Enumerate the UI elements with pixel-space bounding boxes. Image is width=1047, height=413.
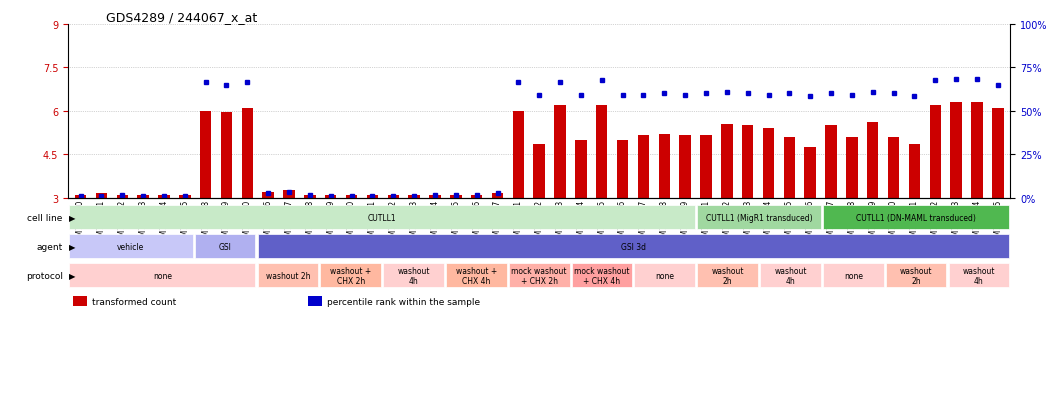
Bar [116,195,128,198]
Text: washout
4h: washout 4h [397,266,430,285]
FancyBboxPatch shape [823,206,1009,230]
FancyBboxPatch shape [949,263,1009,288]
Text: washout +
CHX 4h: washout + CHX 4h [455,266,497,285]
Bar [284,191,295,198]
Bar [972,103,983,198]
FancyBboxPatch shape [509,263,570,288]
FancyBboxPatch shape [69,263,255,288]
Text: CUTLL1 (DN-MAML transduced): CUTLL1 (DN-MAML transduced) [856,214,976,222]
Bar [742,126,754,198]
Text: washout +
CHX 2h: washout + CHX 2h [330,266,372,285]
FancyBboxPatch shape [886,263,946,288]
Bar [513,112,525,198]
Bar [700,136,712,198]
Text: none: none [153,271,172,280]
Bar [617,140,628,198]
Text: washout
2h: washout 2h [711,266,744,285]
Bar [492,194,504,198]
Text: ▶: ▶ [69,242,75,251]
Text: none: none [844,271,863,280]
Bar [596,106,607,198]
Text: CUTLL1 (MigR1 transduced): CUTLL1 (MigR1 transduced) [706,214,812,222]
FancyBboxPatch shape [634,263,695,288]
Text: washout 2h: washout 2h [266,271,310,280]
Text: washout
4h: washout 4h [774,266,807,285]
Bar [534,145,544,198]
FancyBboxPatch shape [383,263,444,288]
Text: none: none [655,271,674,280]
Bar [763,129,775,198]
Bar [888,138,899,198]
Bar [325,195,336,198]
FancyBboxPatch shape [69,235,193,259]
Bar [575,140,586,198]
FancyBboxPatch shape [697,206,821,230]
Text: ▶: ▶ [69,214,75,222]
Bar [867,123,878,198]
Bar [804,148,816,198]
Bar [721,125,733,198]
Bar [242,109,253,198]
Text: GSI: GSI [219,242,231,251]
FancyBboxPatch shape [572,263,632,288]
Text: GDS4289 / 244067_x_at: GDS4289 / 244067_x_at [106,11,257,24]
Bar [429,195,441,198]
Bar [95,194,107,198]
FancyBboxPatch shape [823,263,884,288]
Bar [825,126,837,198]
Bar [408,195,420,198]
Bar [263,192,274,198]
Bar [951,103,962,198]
Text: washout
2h: washout 2h [899,266,933,285]
Bar [909,145,920,198]
Text: mock washout
+ CHX 2h: mock washout + CHX 2h [511,266,567,285]
Text: vehicle: vehicle [117,242,144,251]
Text: CUTLL1: CUTLL1 [367,214,397,222]
FancyBboxPatch shape [195,235,255,259]
Bar [346,195,357,198]
Bar [471,195,483,198]
Bar [930,106,941,198]
Text: mock washout
+ CHX 4h: mock washout + CHX 4h [574,266,630,285]
FancyBboxPatch shape [258,235,1009,259]
Bar [158,195,170,198]
FancyBboxPatch shape [697,263,758,288]
Text: washout
4h: washout 4h [962,266,996,285]
Text: protocol: protocol [26,271,63,280]
FancyBboxPatch shape [320,263,381,288]
Text: transformed count: transformed count [92,297,176,306]
Text: GSI 3d: GSI 3d [621,242,646,251]
FancyBboxPatch shape [446,263,507,288]
Bar [73,296,87,306]
Text: agent: agent [37,242,63,251]
Bar [74,195,86,198]
Bar [200,112,211,198]
Bar [179,195,191,198]
Bar [659,135,670,198]
Bar [993,109,1004,198]
Bar [680,136,691,198]
Bar [638,136,649,198]
Bar [221,113,232,198]
FancyBboxPatch shape [258,263,318,288]
Bar [783,138,795,198]
Bar [137,195,149,198]
Bar [846,138,857,198]
Text: cell line: cell line [27,214,63,222]
Text: ▶: ▶ [69,271,75,280]
Text: percentile rank within the sample: percentile rank within the sample [328,297,481,306]
FancyBboxPatch shape [69,206,695,230]
Bar [387,195,399,198]
Bar [304,195,315,198]
Bar [309,296,322,306]
Bar [554,106,565,198]
Bar [450,195,462,198]
Bar [366,195,378,198]
FancyBboxPatch shape [760,263,821,288]
